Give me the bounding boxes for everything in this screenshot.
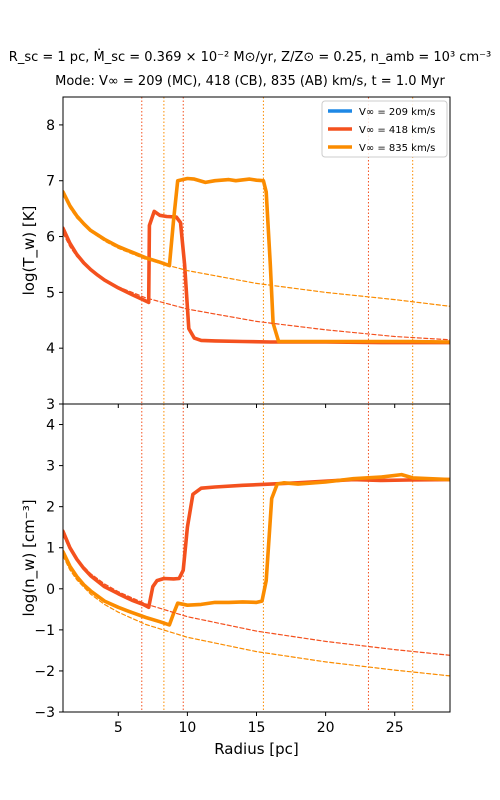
bottom-xtick-label: 15 [248, 720, 266, 736]
top-ytick-label: 5 [46, 285, 55, 301]
bottom-xtick-label: 25 [386, 720, 404, 736]
top-ytick-label: 7 [46, 174, 55, 190]
bottom-xtick-label: 10 [178, 720, 196, 736]
bottom-ytick-label: 2 [46, 500, 55, 516]
bottom-ytick-label: −1 [34, 623, 55, 639]
bottom-ytick-label: 4 [46, 418, 55, 434]
top-series-2 [63, 176, 450, 344]
bottom-series-0 [63, 477, 450, 610]
top-series-1 [63, 209, 450, 345]
legend-box [321, 100, 448, 158]
legend-label-0: V∞ = 209 km/s [359, 107, 435, 118]
bottom-ytick-label: −2 [34, 664, 55, 680]
bottom-ytick-label: 3 [46, 459, 55, 475]
top-ylabel: log(T_w) [K] [20, 206, 39, 296]
bottom-series-3-reference [63, 555, 450, 677]
density-panel: −3 −2 −1 0 1 2 3 4 5 10 15 20 25 log(n_w) [cm⁻³] Radiu… [20, 403, 451, 758]
top-ytick-label: 3 [46, 397, 55, 413]
legend-label-2: V∞ = 835 km/s [359, 143, 435, 154]
top-series-3-reference [63, 232, 450, 341]
figure-title-line2: Mode: V∞ = 209 (MC), 418 (CB), 835 (AB) … [55, 74, 445, 89]
bottom-axes-frame [62, 403, 451, 713]
figure-title-line1: R_sc = 1 pc, Ṁ_sc = 0.369 × 10⁻² M⊙/yr, … [8, 50, 492, 65]
bottom-ytick-label: 0 [46, 582, 55, 598]
bottom-ytick-label: −3 [34, 705, 55, 721]
legend-label-1: V∞ = 418 km/s [359, 125, 435, 136]
legend: V∞ = 209 km/s V∞ = 418 km/s V∞ = 835 km/s [321, 100, 448, 158]
bottom-ylabel: log(n_w) [cm⁻³] [20, 499, 39, 616]
bottom-xtick-label: 5 [114, 720, 123, 736]
bottom-ytick-label: 1 [46, 541, 55, 557]
bottom-series-1 [63, 472, 450, 627]
temperature-panel: 3 4 5 6 7 8 log(T_w) [K] [20, 96, 451, 413]
bottom-series-2-reference [63, 534, 450, 656]
bottom-xtick-label: 20 [317, 720, 335, 736]
top-series-4-reference [63, 194, 450, 307]
top-ytick-label: 6 [46, 230, 55, 246]
top-ytick-label: 4 [46, 341, 55, 357]
x-axis-label: Radius [pc] [214, 740, 299, 758]
top-ytick-label: 8 [46, 118, 55, 134]
